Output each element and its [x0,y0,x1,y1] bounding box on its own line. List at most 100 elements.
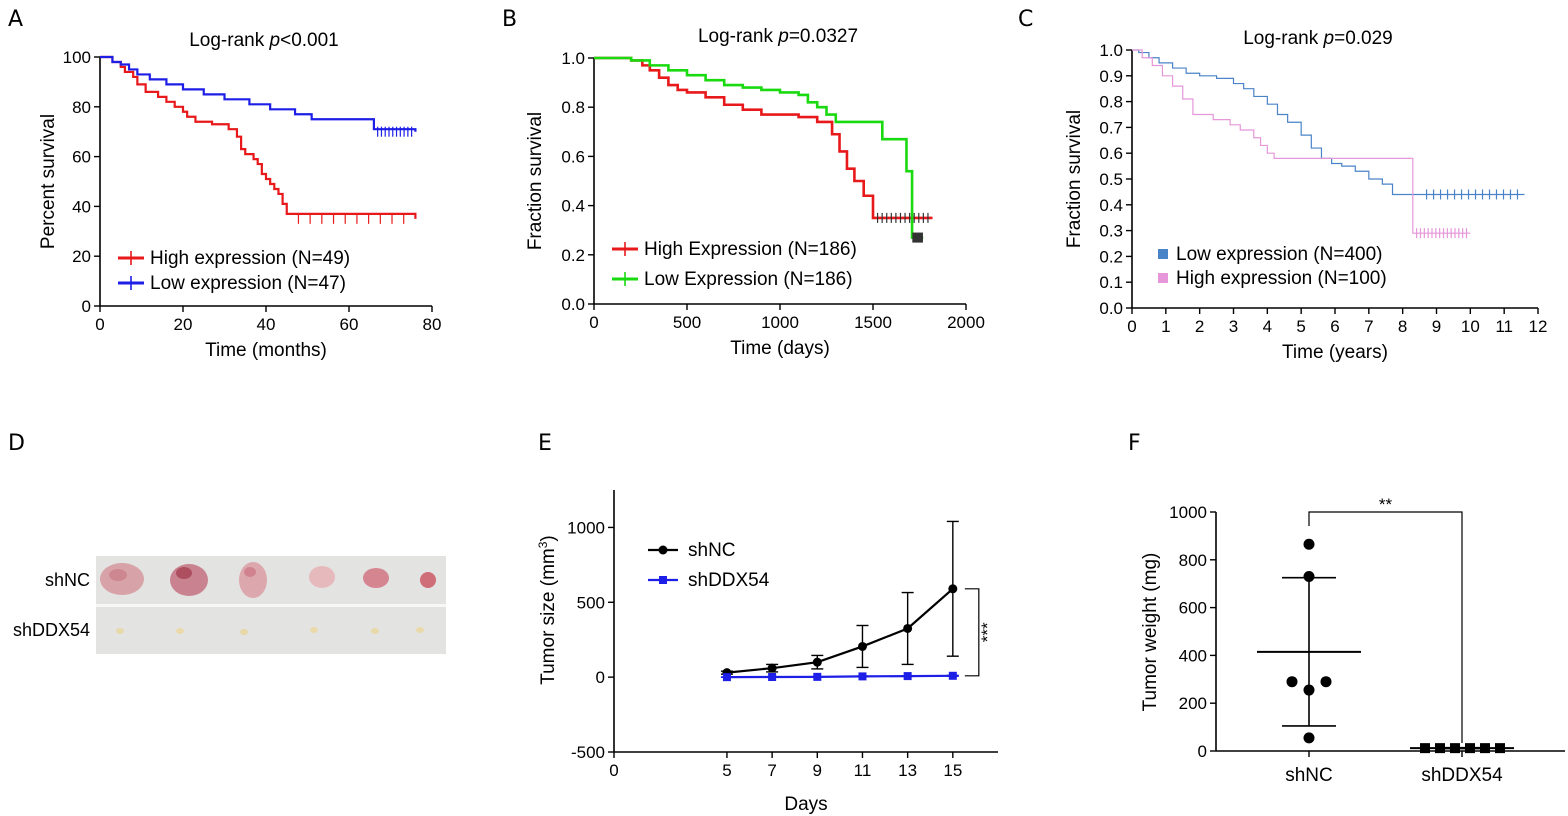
photo-label-shddx54: shDDX54 [13,620,90,640]
photo-label-shnc: shNC [45,570,90,590]
tumor-shnc-3 [239,562,267,598]
tumor-shddx54-2 [176,628,184,634]
x-tick-label: 0 [589,313,598,332]
tumor-shnc-3-detail [244,567,256,577]
legend-swatch [1158,249,1168,259]
x-axis-label: Time (months) [205,340,327,361]
data-point [722,673,731,682]
axes: 0 500 1000 1500 2000 0.0 0.2 0.4 0.6 0.8 1.0 Time (… [561,49,985,359]
significance-bracket [964,588,980,677]
panel-c-survival-chart: 0 1 2 3 4 5 6 7 8 9 10 11 120.00.10.20.30.40.50.60.7… [1064,28,1547,363]
chart-title-p: p [1323,28,1335,49]
tumor-shddx54-4 [310,627,318,633]
data-point [813,672,822,681]
y-axis-label-main: Tumor size (mm [538,548,559,685]
tumor-photo: shNC shDDX54 [13,556,446,654]
legend-label: High expression (N=100) [1176,268,1387,289]
panel-letter-b: B [502,7,517,32]
panel-letter-e: E [538,431,552,456]
series-2: Low Expression (N=186) [594,56,924,290]
series-2: High expression (N=100) [1132,49,1471,289]
y-tick-label: 0.6 [1099,144,1123,163]
y-tick-label: 1.0 [1099,41,1123,60]
series-2: Low expression (N=47) [100,55,417,294]
data-point [857,641,867,651]
x-category-label: shNC [1285,765,1333,786]
y-tick-label: 60 [72,148,91,167]
data-point [1450,743,1460,754]
survival-curve [1132,49,1525,196]
y-tick-label: 600 [1179,599,1207,618]
significance-bracket [1308,511,1463,743]
panel-letter-c: C [1018,7,1033,32]
data-point [1303,571,1315,583]
data-point [1465,743,1475,754]
panel-f-tumor-weight-chart: 0 200 400 600 800 1000 shNC shDDX54 Tumor weight… [1140,495,1565,786]
legend-label: Low expression (N=47) [150,273,346,294]
y-tick-label: 40 [72,197,91,216]
x-axis-label: Time (years) [1282,342,1388,363]
y-axis-label-sup: 3 [536,541,550,548]
shnc-tumors [100,562,436,598]
chart-title: Log-rank p=0.029 [1243,28,1393,49]
x-tick-label: 5 [722,761,731,780]
legend-label: Low expression (N=400) [1176,244,1382,265]
y-tick-label: 0.1 [1099,273,1123,292]
chart-title: Log-rank p<0.001 [189,30,339,51]
x-tick-label: 8 [1398,317,1407,336]
data-point [1303,538,1315,550]
chart-title-suffix: <0.001 [280,30,339,51]
chart-title-p: p [269,30,281,51]
y-tick-label: 1000 [1169,503,1207,522]
x-tick-label: 20 [174,315,193,334]
significance-label: *** [978,622,997,642]
x-tick-label: 13 [898,761,917,780]
x-tick-label: 11 [854,761,872,780]
legend-label: High expression (N=49) [150,248,350,269]
x-tick-label: 7 [1364,317,1373,336]
x-tick-label: 80 [423,315,442,334]
y-axis-label: Tumor size (mm3) [536,535,559,685]
y-tick-label: 800 [1179,551,1207,570]
y-tick-label: 1000 [567,518,605,537]
x-tick-label: 0 [1127,317,1136,336]
chart-title-prefix: Log-rank [189,30,269,51]
survival-curve [594,56,924,239]
y-tick-label: -500 [571,743,605,762]
data-point [903,672,912,681]
data-point [1420,743,1430,754]
panel-letter-d: D [8,431,25,456]
panel-letter-a: A [8,7,23,32]
panel-a-survival-chart: 0 20 40 60 80 0 20 40 60 80 100 Time (months) Percen… [38,30,441,361]
y-tick-label: 500 [577,593,605,612]
series-1: Low expression (N=400) [1132,49,1525,265]
x-tick-label: 4 [1263,317,1272,336]
tumor-shnc-6 [420,572,436,588]
x-tick-label: 10 [1461,317,1480,336]
series-shDDX54: shDDX54 [648,570,959,682]
panel-b-survival-chart: 0 500 1000 1500 2000 0.0 0.2 0.4 0.6 0.8 1.0 Time (… [525,26,985,359]
survival-curve [100,55,417,219]
y-tick-label: 100 [63,48,91,67]
axes: 0 1 2 3 4 5 6 7 8 9 10 11 120.00.10.20.30.40.50.60.7… [1099,41,1547,363]
data-point [768,672,777,681]
data-point [1303,732,1315,744]
x-tick-label: 500 [673,313,701,332]
data-point [948,671,957,680]
y-tick-label: 0 [1198,742,1207,761]
y-axis-label-end: ) [538,535,559,541]
x-tick-label: 40 [257,315,276,334]
y-axis-label: Fraction survival [1064,110,1085,248]
x-tick-label: 15 [943,761,962,780]
x-tick-label: 0 [609,761,618,780]
axes: 0 200 400 600 800 1000 shNC shDDX54 Tumor weight… [1140,503,1565,786]
data-point [903,623,913,633]
x-tick-label: 1500 [854,313,892,332]
data-point [1480,743,1490,754]
x-tick-label: 7 [767,761,776,780]
y-tick-label: 0 [82,297,91,316]
y-tick-label: 0.0 [1099,299,1123,318]
y-tick-label: 400 [1179,646,1207,665]
